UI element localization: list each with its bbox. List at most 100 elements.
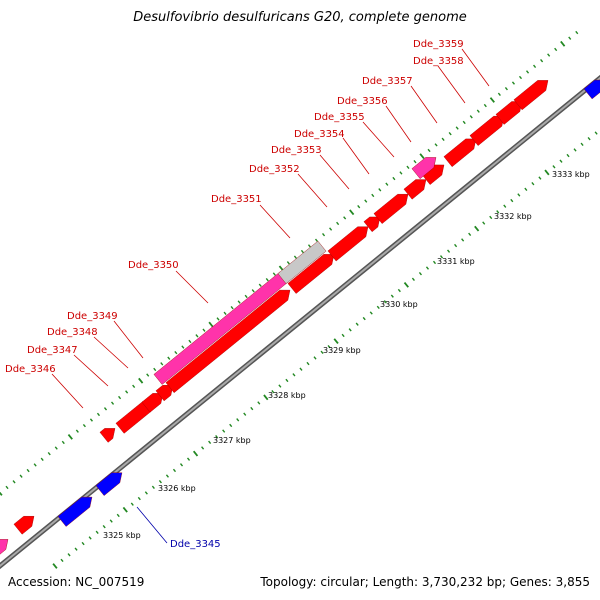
tick-mark [236, 418, 240, 422]
tick-mark [517, 193, 521, 197]
leader-line [297, 173, 328, 208]
gene-label-dde-3357: Dde_3357 [362, 76, 413, 87]
tick-mark [525, 70, 530, 74]
genome-backbone [0, 74, 600, 570]
gene-labels: Dde_3345 Dde_3346 Dde_3347 Dde_3348 Dde_3349… [5, 39, 464, 550]
tick-mark [476, 109, 480, 113]
tick-mark [151, 485, 155, 489]
tick-mark [60, 558, 64, 563]
gene-label-dde-3354: Dde_3354 [294, 129, 345, 140]
tick-mark [411, 277, 415, 281]
tick-mark [307, 244, 312, 248]
scale-label: 3332 kbp [494, 212, 532, 221]
tick-mark [355, 322, 359, 326]
tick-mark [292, 373, 296, 377]
tick-mark [552, 165, 556, 169]
tick-mark [510, 198, 514, 203]
tick-mark [568, 36, 572, 40]
tick-mark [122, 506, 128, 513]
tick-mark [474, 225, 480, 232]
tick-mark [489, 97, 495, 103]
tick-mark [250, 406, 254, 411]
leader-line [93, 336, 129, 369]
gene-label-dde-3352: Dde_3352 [249, 164, 300, 175]
gene-block [327, 226, 369, 262]
tick-mark [272, 272, 276, 276]
gene-block [583, 79, 600, 100]
tick-mark [320, 350, 324, 355]
tick-mark [263, 394, 269, 401]
tick-mark [19, 474, 23, 478]
tick-mark [278, 384, 282, 388]
tick-mark [497, 92, 501, 97]
tick-mark [336, 221, 340, 226]
tick-mark [504, 87, 508, 91]
tick-mark [258, 283, 262, 287]
tick-mark [89, 418, 93, 422]
tick-mark [195, 334, 199, 338]
tick-mark [540, 58, 544, 63]
tick-mark [137, 496, 141, 501]
tick-mark [243, 412, 247, 416]
gene-block [153, 271, 289, 385]
tick-mark [95, 530, 99, 534]
tick-mark [462, 120, 466, 125]
leader-line [51, 373, 84, 409]
tick-mark [265, 277, 269, 282]
scale-label: 3333 kbp [552, 170, 590, 179]
tick-mark [67, 433, 73, 440]
tick-mark [427, 148, 431, 153]
tick-mark [167, 356, 171, 360]
tick-mark [413, 160, 417, 164]
tick-mark [153, 367, 157, 372]
tick-mark [61, 440, 65, 445]
tick-mark [286, 261, 290, 265]
gene-block [0, 539, 9, 555]
tick-mark [130, 502, 134, 506]
leader-line [342, 137, 370, 175]
tick-mark [566, 153, 570, 158]
gene-block [95, 472, 123, 496]
gene-label-dde-3358: Dde_3358 [413, 56, 464, 67]
tick-mark [208, 440, 212, 444]
tick-mark [285, 378, 289, 383]
tick-mark [544, 169, 550, 176]
scale-label: 3325 kbp [103, 531, 141, 540]
accession-text: Accession: NC_007519 [8, 575, 145, 589]
tick-mark [5, 485, 9, 490]
tick-mark [357, 204, 361, 209]
gene-label-dde-3347: Dde_3347 [27, 345, 78, 356]
tick-mark [322, 233, 326, 237]
gene-block [363, 216, 381, 233]
tick-mark [192, 450, 199, 457]
gene-label-dde-3349: Dde_3349 [67, 311, 118, 322]
tick-mark [425, 266, 430, 270]
gene-label-dde-3351: Dde_3351 [211, 194, 262, 205]
tick-mark [202, 328, 206, 332]
gene-block [277, 240, 327, 284]
tick-mark [109, 519, 113, 523]
tick-mark [369, 311, 373, 315]
gene-label-dde-3346: Dde_3346 [5, 364, 56, 375]
tick-mark [257, 401, 261, 405]
tick-mark [52, 563, 58, 569]
gene-block [443, 138, 477, 168]
tick-mark [594, 131, 598, 135]
gene-block [513, 80, 549, 111]
tick-mark [88, 536, 92, 540]
tick-mark [215, 435, 219, 439]
leader-line [136, 506, 168, 544]
tick-mark [348, 328, 352, 332]
tick-mark [47, 452, 51, 456]
backbone-highlight [0, 76, 600, 568]
tick-mark [271, 390, 275, 394]
outer-tick-track [0, 30, 579, 496]
scale-label: 3327 kbp [213, 436, 251, 445]
tick-mark [378, 188, 382, 192]
tick-mark [188, 339, 192, 344]
tick-mark [419, 153, 425, 160]
tick-mark [116, 513, 120, 518]
gene-block [99, 428, 116, 443]
gene-label-dde-3359: Dde_3359 [413, 39, 464, 50]
tick-mark [222, 429, 226, 433]
